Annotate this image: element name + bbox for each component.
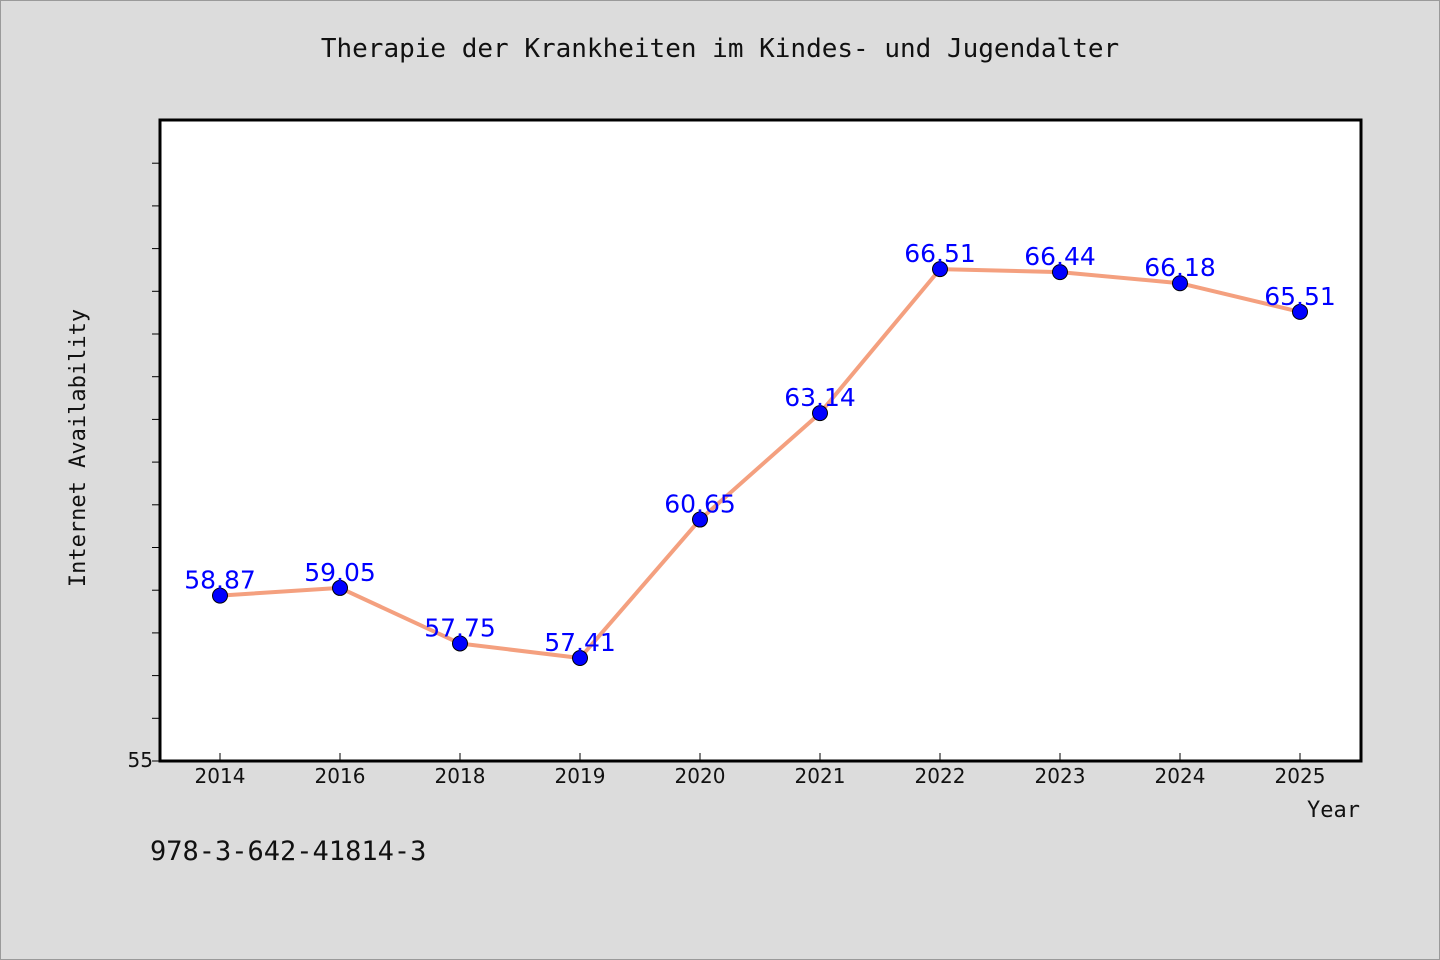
data-label: 57.41	[544, 628, 616, 657]
data-label: 66.18	[1144, 253, 1216, 282]
data-point	[692, 511, 708, 528]
data-point	[932, 261, 948, 278]
data-point	[332, 579, 348, 596]
data-point	[212, 587, 228, 604]
x-tick-label: 2024	[1155, 764, 1206, 788]
data-label: 57.75	[424, 613, 496, 642]
x-tick-label: 2023	[1035, 764, 1086, 788]
data-point	[812, 405, 828, 422]
x-tick-label: 2018	[435, 764, 486, 788]
data-label: 58.87	[184, 566, 256, 595]
data-point	[452, 635, 468, 652]
chart-title: Therapie der Krankheiten im Kindes- und …	[320, 34, 1120, 64]
series-line	[219, 267, 1301, 660]
x-tick-label: 2021	[795, 764, 846, 788]
isbn-label: 978-3-642-41814-3	[150, 836, 427, 867]
data-point	[1292, 303, 1308, 320]
x-tick-label: 2016	[315, 764, 366, 788]
data-label: 66.51	[904, 239, 976, 268]
data-point	[572, 650, 588, 667]
data-point	[1052, 264, 1068, 281]
x-tick-label: 2025	[1275, 764, 1326, 788]
x-tick-label: 2020	[675, 764, 726, 788]
x-tick-label: 2022	[915, 764, 966, 788]
y-axis-title: Internet Availability	[66, 309, 91, 587]
data-label: 66.44	[1024, 242, 1096, 271]
x-axis-title: Year	[1307, 798, 1360, 823]
data-label: 65.51	[1264, 282, 1336, 311]
data-label: 59.05	[304, 558, 376, 587]
plot-area	[158, 118, 1363, 763]
x-tick-label: 2014	[195, 764, 246, 788]
data-label: 60.65	[664, 490, 736, 519]
x-tick-label: 2019	[555, 764, 606, 788]
data-label: 63.14	[784, 383, 856, 412]
y-tick-label: 55	[128, 748, 153, 772]
data-point	[1172, 275, 1188, 292]
